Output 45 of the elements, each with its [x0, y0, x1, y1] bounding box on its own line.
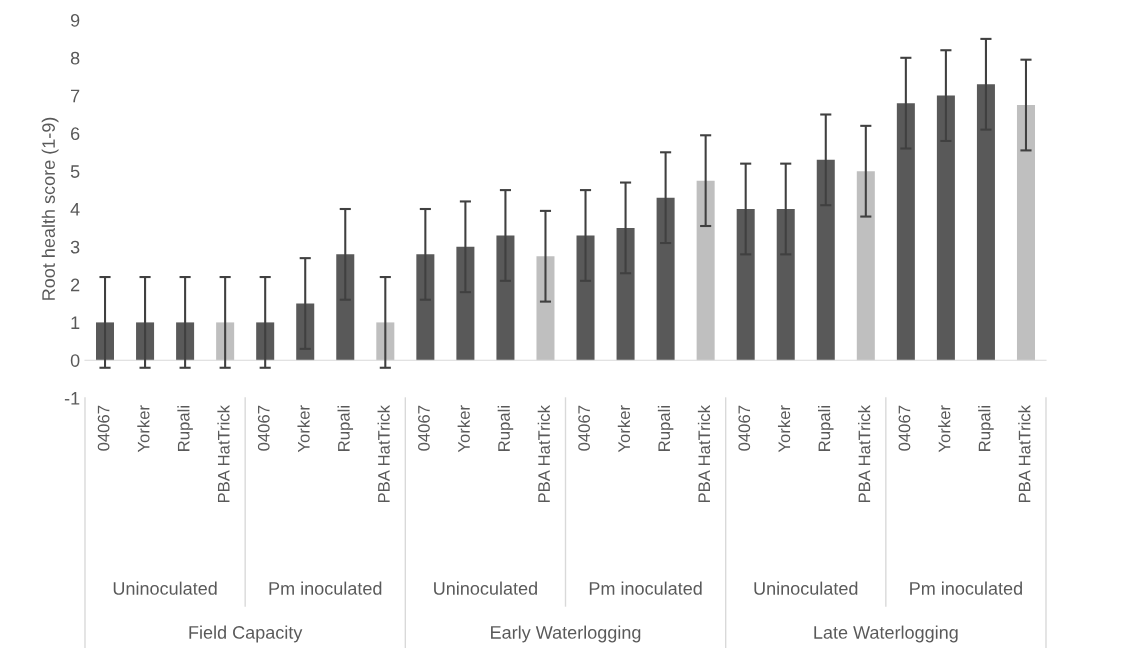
x-tick-label: 04067: [898, 405, 911, 451]
text: Early Waterlogging: [491, 625, 641, 643]
x-tick-label: 04067: [97, 405, 110, 451]
x-tick-label: Yorker: [457, 405, 470, 453]
x-tick-label: Rupali: [818, 406, 834, 451]
y-tick-label: 5: [70, 165, 80, 178]
text: Pm inoculated: [910, 581, 1022, 595]
x-tick-label: 04067: [257, 405, 270, 451]
x-tick-label: Yorker: [938, 405, 951, 453]
x-tick-label: Yorker: [777, 405, 791, 453]
y-axis-title: Root health score (1-9): [41, 117, 59, 300]
x-tick-label: PBA HatTrick: [1018, 404, 1031, 503]
x-tick-label: Rupali: [657, 406, 674, 451]
y-tick-label: 3: [70, 240, 80, 254]
x-tick-label: Rupali: [978, 406, 994, 451]
y-tick-label: 7: [71, 89, 80, 103]
y-tick-label: 2: [71, 278, 80, 292]
text: Pm inoculated: [269, 581, 382, 595]
y-tick-label: 0: [70, 354, 80, 367]
text: Uninoculated: [113, 581, 217, 595]
text: Late Waterlogging: [814, 625, 958, 643]
x-tick-label: PBA HatTrick: [697, 404, 711, 503]
text: Field Capacity: [189, 625, 303, 643]
x-tick-label: Yorker: [297, 405, 310, 453]
y-tick-label: 6: [71, 127, 80, 141]
y-tick-label: 1: [71, 316, 80, 329]
x-tick-label: Rupali: [177, 406, 193, 451]
y-tick-label: 8: [70, 51, 80, 65]
x-tick-label: Rupali: [337, 406, 354, 451]
y-tick-label: 4: [70, 203, 80, 216]
y-tick-label: -1: [64, 392, 80, 405]
x-tick-label: PBA HatTrick: [217, 404, 230, 503]
text: Uninoculated: [434, 581, 537, 595]
y-tick-label: 9: [70, 13, 80, 27]
x-tick-label: Rupali: [497, 406, 514, 451]
x-tick-label: 04067: [738, 405, 751, 451]
x-tick-label: 04067: [418, 405, 430, 451]
x-tick-label: PBA HatTrick: [377, 404, 390, 503]
text: Uninoculated: [754, 581, 858, 595]
x-tick-label: 04067: [578, 405, 590, 451]
x-tick-label: PBA HatTrick: [858, 404, 871, 503]
x-tick-label: Yorker: [137, 405, 150, 453]
text: Pm inoculated: [589, 581, 702, 595]
x-tick-label: Yorker: [617, 405, 631, 453]
x-tick-label: PBA HatTrick: [537, 404, 550, 503]
